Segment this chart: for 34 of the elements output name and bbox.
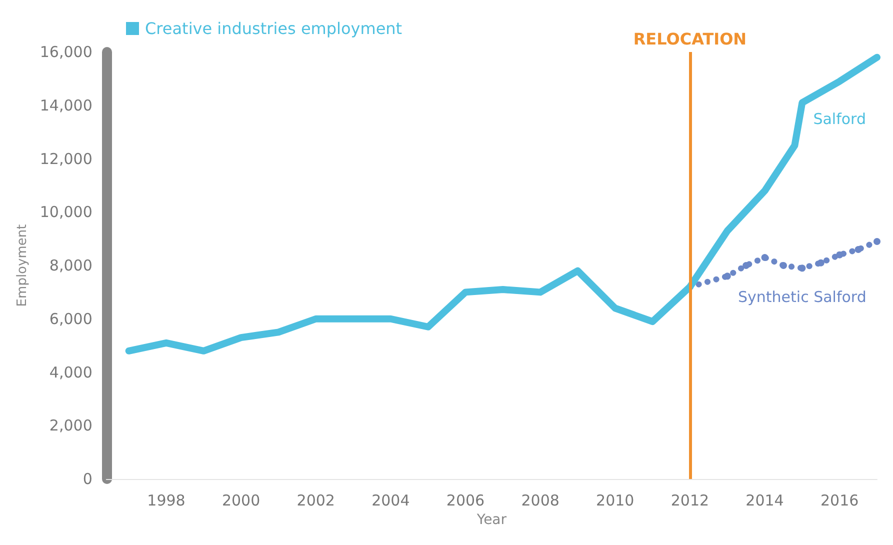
x-tick-label: 2008 xyxy=(521,492,560,510)
point xyxy=(724,272,731,280)
x-tick-label: 2004 xyxy=(372,492,410,510)
x-tick-label: 2012 xyxy=(670,492,710,510)
point xyxy=(836,251,844,258)
y-axis-title: Employment xyxy=(15,224,30,307)
x-tick-label: 2014 xyxy=(746,492,784,510)
legend-title: Creative industries employment xyxy=(145,19,402,38)
point xyxy=(854,246,862,253)
y-tick-label: 8,000 xyxy=(49,256,92,274)
point xyxy=(798,264,806,272)
point xyxy=(742,262,750,269)
y-tick-label: 6,000 xyxy=(49,310,92,328)
y-tick-label: 2,000 xyxy=(49,416,92,435)
y-tick-label: 0 xyxy=(82,470,92,488)
x-axis-title: Year xyxy=(476,512,507,528)
series-label: Synthetic Salford xyxy=(738,288,866,306)
y-tick-label: 4,000 xyxy=(49,363,92,382)
point xyxy=(874,238,880,245)
y-tick-label: 10,000 xyxy=(40,203,92,222)
ref-line-label: RELOCATION xyxy=(633,30,747,48)
x-tick-label: 2002 xyxy=(296,492,335,510)
x-tick-label: 1998 xyxy=(147,492,186,510)
point xyxy=(761,254,768,261)
x-tick-label: 2000 xyxy=(222,492,260,510)
series-label: Salford xyxy=(813,110,866,128)
point xyxy=(817,259,824,266)
y-tick-label: 14,000 xyxy=(40,96,92,114)
point xyxy=(780,262,787,269)
x-tick-label: 2010 xyxy=(596,492,634,510)
x-tick-label: 2006 xyxy=(446,492,485,510)
y-tick-label: 16,000 xyxy=(40,43,92,61)
x-tick-label: 2016 xyxy=(820,492,859,510)
y-tick-label: 12,000 xyxy=(40,150,92,168)
